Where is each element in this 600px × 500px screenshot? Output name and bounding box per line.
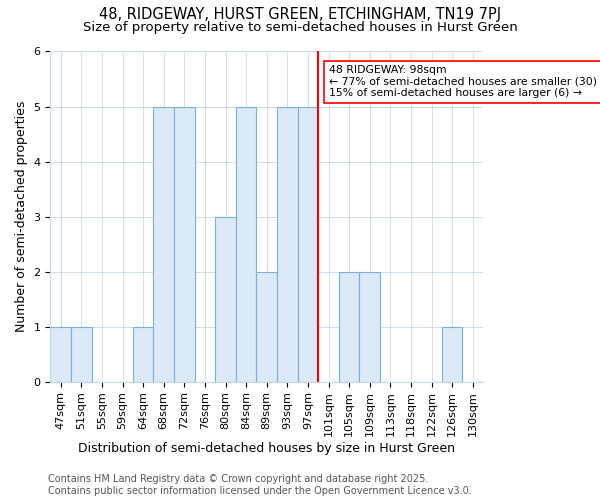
Text: Size of property relative to semi-detached houses in Hurst Green: Size of property relative to semi-detach… <box>83 21 517 34</box>
Bar <box>359 272 380 382</box>
Bar <box>71 326 92 382</box>
Bar <box>133 326 154 382</box>
Text: 48, RIDGEWAY, HURST GREEN, ETCHINGHAM, TN19 7PJ: 48, RIDGEWAY, HURST GREEN, ETCHINGHAM, T… <box>99 8 501 22</box>
Bar <box>256 272 277 382</box>
Bar <box>277 106 298 382</box>
Bar <box>215 216 236 382</box>
Bar <box>236 106 256 382</box>
Bar <box>442 326 463 382</box>
Y-axis label: Number of semi-detached properties: Number of semi-detached properties <box>15 101 28 332</box>
Bar <box>154 106 174 382</box>
Text: 48 RIDGEWAY: 98sqm
← 77% of semi-detached houses are smaller (30)
15% of semi-de: 48 RIDGEWAY: 98sqm ← 77% of semi-detache… <box>329 66 596 98</box>
Bar <box>50 326 71 382</box>
Bar <box>339 272 359 382</box>
Bar <box>298 106 318 382</box>
X-axis label: Distribution of semi-detached houses by size in Hurst Green: Distribution of semi-detached houses by … <box>78 442 455 455</box>
Text: Contains HM Land Registry data © Crown copyright and database right 2025.
Contai: Contains HM Land Registry data © Crown c… <box>48 474 472 496</box>
Bar <box>174 106 194 382</box>
